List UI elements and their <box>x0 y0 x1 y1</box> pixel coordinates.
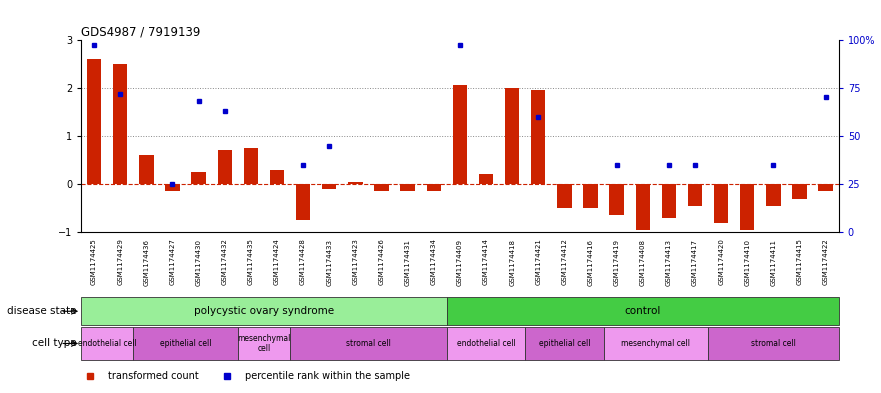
Text: epithelial cell: epithelial cell <box>159 339 211 348</box>
Bar <box>557 184 572 208</box>
Bar <box>270 170 285 184</box>
Bar <box>244 148 258 184</box>
Bar <box>113 64 128 184</box>
Text: epithelial cell: epithelial cell <box>538 339 590 348</box>
Bar <box>296 184 310 220</box>
Bar <box>525 327 603 360</box>
Bar <box>792 184 807 198</box>
Bar <box>81 327 133 360</box>
Text: stromal cell: stromal cell <box>751 339 796 348</box>
Text: cell type: cell type <box>32 338 77 349</box>
Bar <box>688 184 702 206</box>
Bar <box>447 327 525 360</box>
Bar <box>505 88 519 184</box>
Bar <box>139 155 153 184</box>
Bar <box>583 184 597 208</box>
Bar <box>447 297 839 325</box>
Bar <box>426 184 440 191</box>
Bar <box>191 172 206 184</box>
Bar <box>740 184 754 230</box>
Bar <box>708 327 839 360</box>
Text: GDS4987 / 7919139: GDS4987 / 7919139 <box>81 26 200 39</box>
Bar <box>87 59 101 184</box>
Text: mesenchymal
cell: mesenchymal cell <box>237 334 291 353</box>
Text: disease state: disease state <box>7 306 77 316</box>
Bar <box>766 184 781 206</box>
Bar <box>610 184 624 215</box>
Bar <box>603 327 708 360</box>
Text: percentile rank within the sample: percentile rank within the sample <box>245 371 410 381</box>
Bar <box>662 184 676 218</box>
Text: transformed count: transformed count <box>108 371 199 381</box>
Text: control: control <box>625 306 661 316</box>
Bar <box>531 90 545 184</box>
Bar <box>635 184 650 230</box>
Bar <box>218 151 232 184</box>
Text: endothelial cell: endothelial cell <box>78 339 137 348</box>
Bar <box>290 327 447 360</box>
Bar <box>714 184 729 222</box>
Text: mesenchymal cell: mesenchymal cell <box>621 339 691 348</box>
Bar <box>166 184 180 191</box>
Bar <box>453 85 467 184</box>
Bar <box>374 184 389 191</box>
Bar <box>401 184 415 191</box>
Bar <box>818 184 833 191</box>
Bar <box>322 184 337 189</box>
Bar <box>479 174 493 184</box>
Text: endothelial cell: endothelial cell <box>456 339 515 348</box>
Text: stromal cell: stromal cell <box>346 339 391 348</box>
Bar <box>81 297 447 325</box>
Bar <box>238 327 290 360</box>
Bar <box>133 327 238 360</box>
Text: polycystic ovary syndrome: polycystic ovary syndrome <box>194 306 334 316</box>
Bar <box>348 182 363 184</box>
